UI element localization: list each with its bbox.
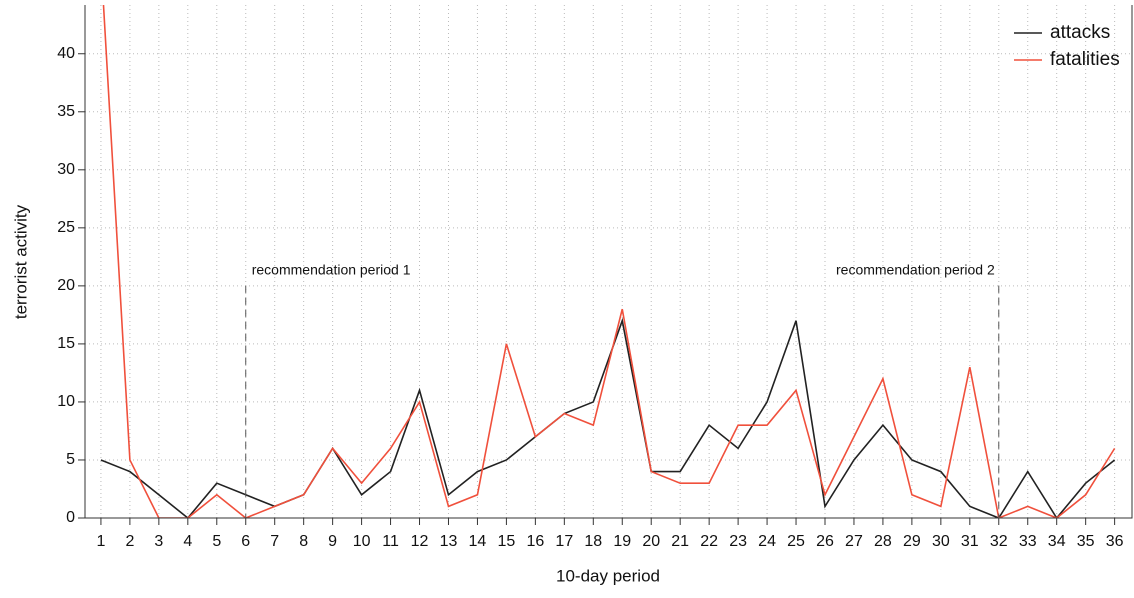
x-tick-label: 12 <box>411 533 429 550</box>
y-tick-label: 35 <box>57 103 75 120</box>
x-tick-label: 2 <box>125 533 134 550</box>
period-label: recommendation period 1 <box>252 262 411 278</box>
period-label: recommendation period 2 <box>836 262 995 278</box>
x-tick-label: 30 <box>932 533 950 550</box>
x-tick-label: 22 <box>700 533 718 550</box>
x-tick-label: 20 <box>642 533 660 550</box>
x-tick-label: 32 <box>990 533 1008 550</box>
x-tick-label: 17 <box>555 533 573 550</box>
x-tick-label: 6 <box>241 533 250 550</box>
x-tick-label: 15 <box>498 533 516 550</box>
x-tick-label: 18 <box>584 533 602 550</box>
x-tick-label: 25 <box>787 533 805 550</box>
x-tick-label: 31 <box>961 533 979 550</box>
x-axis-title: 10-day period <box>556 566 660 585</box>
x-tick-label: 4 <box>183 533 192 550</box>
x-tick-label: 33 <box>1019 533 1037 550</box>
x-tick-label: 14 <box>469 533 487 550</box>
x-tick-label: 5 <box>212 533 221 550</box>
axis-frame <box>84 5 1133 519</box>
y-axis-title: terrorist activity <box>11 204 30 319</box>
x-tick-label: 1 <box>96 533 105 550</box>
y-tick-label: 25 <box>57 219 75 236</box>
grid <box>85 5 1132 519</box>
x-tick-label: 11 <box>382 533 399 550</box>
x-tick-label: 21 <box>671 533 689 550</box>
x-tick-label: 19 <box>613 533 631 550</box>
series-line <box>100 317 1116 518</box>
y-tick-label: 0 <box>66 509 75 526</box>
series-line <box>102 5 1116 518</box>
x-tick-label: 3 <box>154 533 163 550</box>
x-tick-label: 9 <box>328 533 337 550</box>
x-tick-label: 23 <box>729 533 747 550</box>
y-tick-label: 5 <box>66 451 75 468</box>
y-tick-label: 10 <box>57 393 75 410</box>
y-tick-label: 15 <box>57 335 75 352</box>
x-tick-label: 8 <box>299 533 308 550</box>
y-tick-label: 20 <box>57 277 75 294</box>
legend-label: fatalities <box>1050 49 1120 70</box>
x-tick-label: 28 <box>874 533 892 550</box>
x-tick-label: 36 <box>1106 533 1124 550</box>
x-tick-label: 24 <box>758 533 776 550</box>
y-tick-label: 40 <box>57 45 75 62</box>
x-tick-label: 34 <box>1048 533 1066 550</box>
y-tick-label: 30 <box>57 161 75 178</box>
x-tick-label: 29 <box>903 533 921 550</box>
x-tick-label: 26 <box>816 533 834 550</box>
x-tick-label: 27 <box>845 533 863 550</box>
x-tick-label: 7 <box>270 533 279 550</box>
plot-area <box>100 5 1116 518</box>
x-tick-label: 35 <box>1077 533 1095 550</box>
x-tick-label: 13 <box>440 533 458 550</box>
legend-label: attacks <box>1050 22 1110 43</box>
x-tick-label: 16 <box>526 533 544 550</box>
x-tick-label: 10 <box>353 533 371 550</box>
